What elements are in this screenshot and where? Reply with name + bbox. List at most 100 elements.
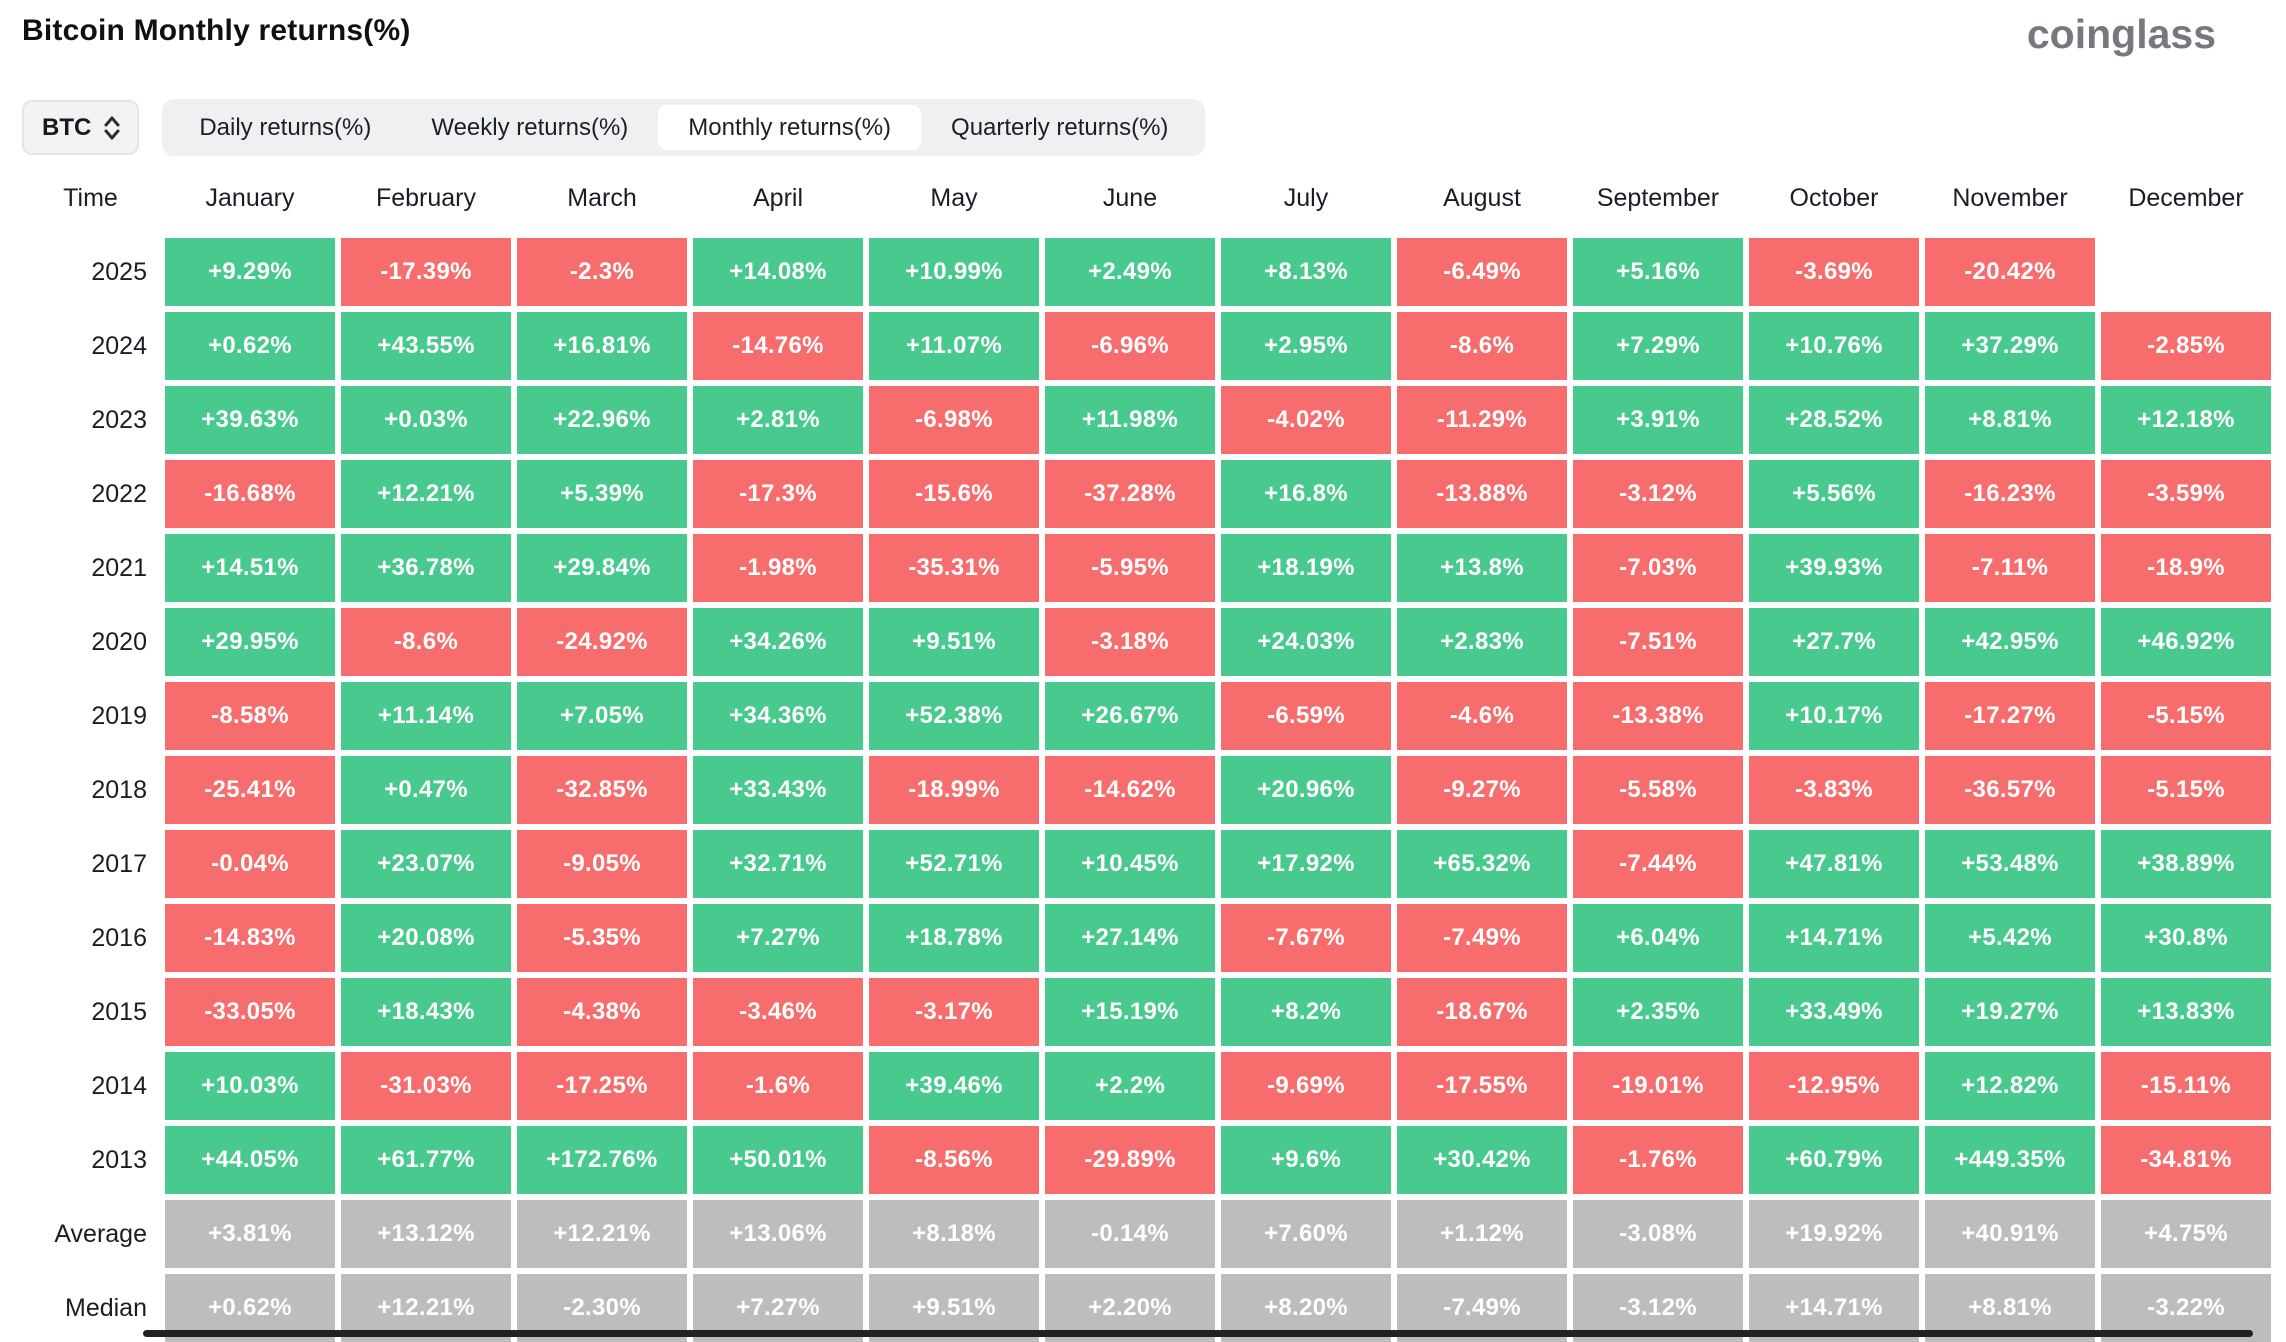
return-cell: -3.08% (1573, 1200, 1743, 1268)
month-column-header: April (752, 183, 803, 212)
return-cell: +7.27% (693, 904, 863, 972)
return-cell: -3.17% (869, 978, 1039, 1046)
return-cell: +30.42% (1397, 1126, 1567, 1194)
return-cell: -3.12% (1573, 460, 1743, 528)
return-cell: +12.21% (341, 460, 511, 528)
return-cell: +0.62% (165, 312, 335, 380)
month-column-header: June (1102, 183, 1158, 212)
row-label-2024: 2024 (91, 331, 147, 360)
return-cell: +6.04% (1573, 904, 1743, 972)
return-cell: -3.83% (1749, 756, 1919, 824)
return-cell: -7.51% (1573, 608, 1743, 676)
return-cell: -13.88% (1397, 460, 1567, 528)
tab-monthly-returns[interactable]: Monthly returns(%) (658, 105, 922, 150)
return-cell: +12.18% (2101, 386, 2271, 454)
return-cell: -6.49% (1397, 238, 1567, 306)
row-label-2013: 2013 (91, 1145, 147, 1174)
return-cell: -14.76% (693, 312, 863, 380)
return-cell: -12.95% (1749, 1052, 1919, 1120)
return-cell: -4.6% (1397, 682, 1567, 750)
return-cell: +5.56% (1749, 460, 1919, 528)
return-cell: -7.44% (1573, 830, 1743, 898)
return-cell: +28.52% (1749, 386, 1919, 454)
return-cell: -1.98% (693, 534, 863, 602)
return-cell: -1.6% (693, 1052, 863, 1120)
tab-daily-returns[interactable]: Daily returns(%) (199, 113, 372, 141)
return-cell: -8.6% (1397, 312, 1567, 380)
top-bar: Bitcoin Monthly returns(%) coinglass (22, 14, 2264, 55)
return-cell: +12.82% (1925, 1052, 2095, 1120)
return-cell: -18.9% (2101, 534, 2271, 602)
return-cell: +11.98% (1045, 386, 1215, 454)
return-cell: +20.96% (1221, 756, 1391, 824)
return-cell: +50.01% (693, 1126, 863, 1194)
return-cell: +39.46% (869, 1052, 1039, 1120)
return-cell: +44.05% (165, 1126, 335, 1194)
return-cell: +2.2% (1045, 1052, 1215, 1120)
return-cell: -0.14% (1045, 1200, 1215, 1268)
return-cell: +15.19% (1045, 978, 1215, 1046)
return-cell: +40.91% (1925, 1200, 2095, 1268)
return-cell: -19.01% (1573, 1052, 1743, 1120)
return-cell: +42.95% (1925, 608, 2095, 676)
return-cell: +13.12% (341, 1200, 511, 1268)
return-cell: +60.79% (1749, 1126, 1919, 1194)
coin-selector[interactable]: BTC (22, 100, 140, 155)
return-cell: +2.83% (1397, 608, 1567, 676)
return-cell: -5.95% (1045, 534, 1215, 602)
return-cell: -14.62% (1045, 756, 1215, 824)
return-cell: +13.06% (693, 1200, 863, 1268)
return-cell: -7.03% (1573, 534, 1743, 602)
row-label-2019: 2019 (91, 701, 147, 730)
return-cell: +29.95% (165, 608, 335, 676)
return-cell: +18.78% (869, 904, 1039, 972)
return-cell: -29.89% (1045, 1126, 1215, 1194)
month-column-header: October (1789, 183, 1879, 212)
return-cell: -18.99% (869, 756, 1039, 824)
return-cell: -37.28% (1045, 460, 1215, 528)
return-cell: -17.25% (517, 1052, 687, 1120)
return-cell: +3.81% (165, 1200, 335, 1268)
return-cell: +43.55% (341, 312, 511, 380)
returns-table: Time January February March April May June July… (22, 164, 2271, 1342)
return-cell: -5.15% (2101, 756, 2271, 824)
return-cell: +172.76% (517, 1126, 687, 1194)
return-cell: +9.6% (1221, 1126, 1391, 1194)
return-cell: +1.12% (1397, 1200, 1567, 1268)
return-cell: +11.14% (341, 682, 511, 750)
return-cell: -15.11% (2101, 1052, 2271, 1120)
month-column-header: February (375, 183, 477, 212)
return-cell: -3.59% (2101, 460, 2271, 528)
return-cell: +14.71% (1749, 904, 1919, 972)
return-cell: +10.17% (1749, 682, 1919, 750)
row-label-2014: 2014 (91, 1071, 147, 1100)
return-cell: -1.76% (1573, 1126, 1743, 1194)
row-label-2020: 2020 (91, 627, 147, 656)
return-cell: +4.75% (2101, 1200, 2271, 1268)
return-cell: +7.05% (517, 682, 687, 750)
return-cell: -16.23% (1925, 460, 2095, 528)
return-cell: +0.03% (341, 386, 511, 454)
horizontal-scrollbar[interactable] (143, 1330, 2253, 1337)
return-cell: +34.36% (693, 682, 863, 750)
return-cell: +14.08% (693, 238, 863, 306)
return-cell: +32.71% (693, 830, 863, 898)
row-label-2016: 2016 (91, 923, 147, 952)
return-cell: -8.56% (869, 1126, 1039, 1194)
return-cell: +8.18% (869, 1200, 1039, 1268)
tab-quarterly-returns[interactable]: Quarterly returns(%) (951, 113, 1169, 141)
return-cell: +8.81% (1925, 386, 2095, 454)
return-cell: +8.13% (1221, 238, 1391, 306)
tab-weekly-returns[interactable]: Weekly returns(%) (431, 113, 629, 141)
return-cell: +9.29% (165, 238, 335, 306)
return-cell: +10.76% (1749, 312, 1919, 380)
month-column-header: January (205, 183, 295, 212)
return-cell: +16.81% (517, 312, 687, 380)
return-cell: +24.03% (1221, 608, 1391, 676)
month-column-header: November (1952, 183, 2068, 212)
row-label-2023: 2023 (91, 405, 147, 434)
return-cell: -35.31% (869, 534, 1039, 602)
row-label-median: Median (65, 1293, 147, 1322)
return-cell: -15.6% (869, 460, 1039, 528)
